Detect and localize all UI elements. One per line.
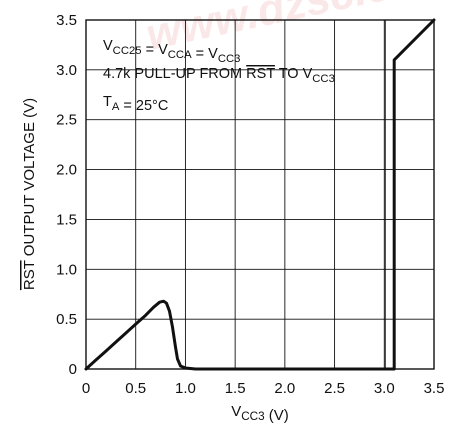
x-tick-label: 1.0: [175, 380, 196, 397]
y-tick-label: 3.0: [56, 62, 77, 79]
annotation-line: 4.7k PULL-UP FROM RST TO VCC3: [103, 66, 335, 85]
x-tick-label: 0.5: [125, 380, 146, 397]
y-tick-label: 2.0: [56, 162, 77, 179]
y-tick-label: 1.0: [56, 261, 77, 278]
annotation-line: VCC25 = VCCA = VCC3: [103, 38, 240, 65]
annotation-line: TA = 25°C: [103, 94, 168, 114]
x-tick-label: 0: [82, 380, 90, 397]
x-tick-label: 3.5: [424, 380, 445, 397]
y-axis-title: RST OUTPUT VOLTAGE (V): [21, 98, 38, 290]
x-axis-title: VCC3 (V): [231, 403, 289, 424]
x-tick-label: 2.0: [274, 380, 295, 397]
x-tick-label: 2.5: [324, 380, 345, 397]
x-tick-label: 1.5: [225, 380, 246, 397]
y-tick-label: 2.5: [56, 112, 77, 129]
y-tick-label: 3.5: [56, 12, 77, 29]
y-tick-label: 0: [69, 361, 77, 378]
y-tick-labels: 0 0.5 1.0 1.5 2.0 2.5 3.0 3.5: [56, 12, 77, 378]
y-tick-label: 1.5: [56, 211, 77, 228]
x-tick-label: 3.0: [374, 380, 395, 397]
x-tick-labels: 0 0.5 1.0 1.5 2.0 2.5 3.0 3.5: [82, 380, 445, 397]
series-0-line: [84, 18, 436, 371]
y-tick-label: 0.5: [56, 311, 77, 328]
